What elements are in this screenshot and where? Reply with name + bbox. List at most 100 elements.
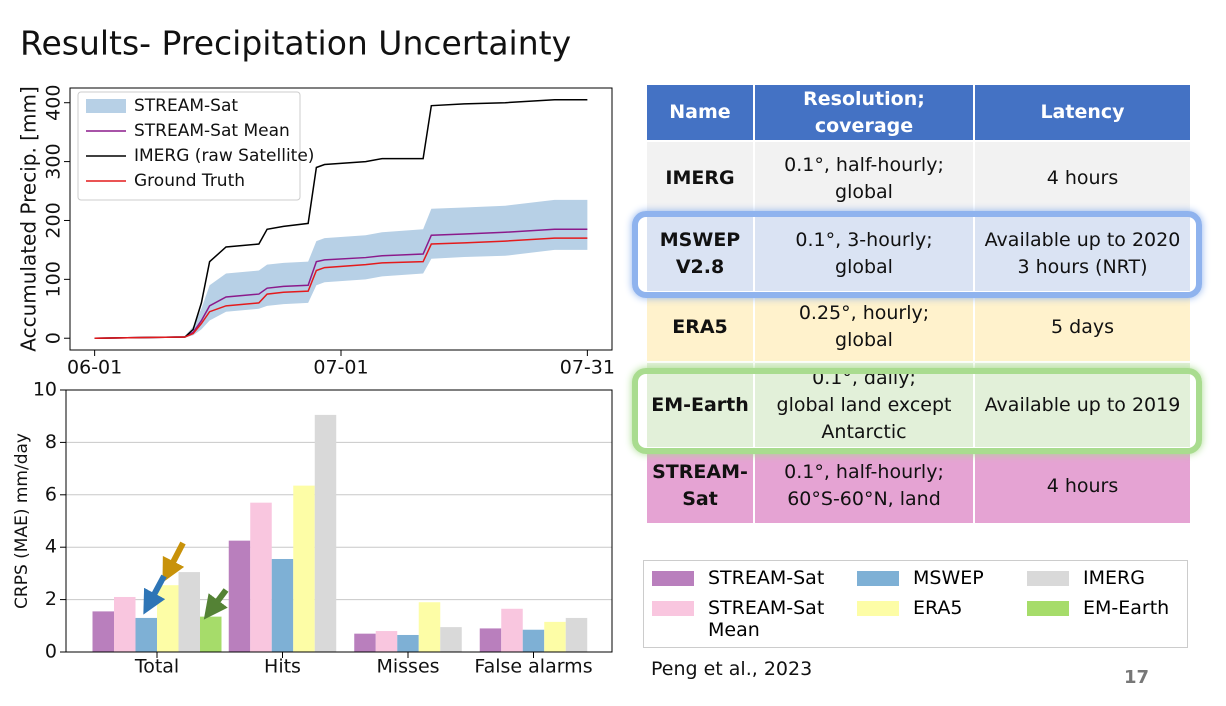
table-cell: 0.25°, hourly; global	[753, 291, 975, 363]
y-tick-label: 0	[45, 641, 57, 663]
legend-swatch	[1027, 601, 1069, 616]
bar	[522, 629, 545, 652]
table-row: IMERG 0.1°, half-hourly; global 4 hours	[645, 140, 1192, 217]
table-cell: 0.1°, daily; global land except Antarcti…	[753, 361, 975, 449]
y-tick-label: 300	[43, 143, 65, 179]
table-cell: Available up to 2020 3 hours (NRT)	[973, 215, 1192, 293]
table-cell: 4 hours	[973, 447, 1192, 525]
arrow-green	[203, 588, 229, 620]
table-body: IMERG 0.1°, half-hourly; global 4 hours MSW…	[645, 140, 1192, 525]
series-line	[94, 228, 588, 339]
header-cell: Resolution; coverage	[753, 83, 975, 142]
bar	[228, 540, 251, 652]
series-line	[94, 99, 588, 339]
bar	[397, 634, 419, 652]
legend-item: MSWEP	[857, 567, 1027, 597]
bar	[271, 558, 294, 652]
legend-box	[77, 91, 301, 201]
bar	[375, 631, 398, 652]
y-tick-label: 200	[43, 202, 65, 238]
table-cell: 5 days	[973, 291, 1192, 363]
dataset-table: Name Resolution; coverage Latency IMERG 0.1…	[645, 83, 1192, 525]
y-tick-label: 4	[45, 536, 57, 558]
table-cell: Available up to 2019	[973, 361, 1192, 449]
bar	[293, 485, 315, 652]
table-cell: EM-Earth	[645, 361, 755, 449]
legend-label: IMERG	[1083, 567, 1145, 589]
arrow-orange	[162, 541, 186, 583]
y-tick-label: 0	[43, 332, 65, 344]
bar	[178, 572, 200, 652]
y-tick-label: 2	[45, 588, 57, 610]
bar	[565, 617, 588, 652]
bar-legend: STREAM-Sat STREAM-Sat Mean MSWEP ERA5 IMERG E…	[643, 560, 1188, 648]
legend-swatch	[652, 571, 694, 586]
legend-label: STREAM-Sat	[708, 567, 825, 589]
page-number: 17	[1124, 667, 1150, 688]
y-tick-label: 100	[43, 261, 65, 297]
arrow-blue	[143, 574, 167, 615]
legend-item: STREAM-Sat	[652, 567, 857, 597]
legend-label: STREAM-Sat Mean	[134, 121, 290, 141]
table-cell: 4 hours	[973, 140, 1192, 217]
table-row: MSWEP V2.8 0.1°, 3-hourly; global Availabl…	[645, 215, 1192, 293]
y-tick-label: 8	[45, 431, 57, 453]
legend-label: Ground Truth	[134, 171, 245, 191]
legend-label: STREAM-Sat Mean	[708, 597, 825, 641]
bar	[501, 608, 523, 652]
citation: Peng et al., 2023	[651, 658, 813, 680]
bar	[92, 611, 114, 652]
bar	[440, 627, 462, 652]
table-cell: 0.1°, half-hourly; 60°S-60°N, land	[753, 447, 975, 525]
legend-item: IMERG	[1027, 567, 1187, 597]
bar	[479, 628, 502, 652]
legend-label: MSWEP	[913, 567, 984, 589]
header-cell: Name	[645, 83, 755, 142]
table-row: EM-Earth 0.1°, daily; global land except …	[645, 361, 1192, 449]
table-cell: STREAM- Sat	[645, 447, 755, 525]
bar	[114, 596, 136, 652]
bottom-chart: 0 2 4 6 8 10 Total Hits Misses False alarms CRPS (…	[12, 379, 613, 678]
y-axis-label: CRPS (MAE) mm/day	[12, 433, 32, 609]
bar	[314, 414, 337, 652]
legend-label: STREAM-Sat	[134, 96, 238, 116]
bar	[200, 616, 222, 652]
legend-swatch	[1027, 571, 1069, 586]
table-cell: 0.1°, half-hourly; global	[753, 140, 975, 217]
table-row: STREAM- Sat 0.1°, half-hourly; 60°S-60°N,…	[645, 447, 1192, 525]
y-tick-label: 6	[45, 483, 57, 505]
x-tick-label: Hits	[264, 656, 301, 678]
legend-swatch	[86, 99, 126, 113]
legend-item: STREAM-Sat Mean	[652, 597, 857, 649]
table-cell: MSWEP V2.8	[645, 215, 755, 293]
x-tick-label: False alarms	[474, 656, 592, 678]
bar	[135, 617, 157, 652]
bar	[157, 585, 179, 652]
bar	[250, 502, 272, 652]
legend-swatch	[857, 601, 899, 616]
table-row: ERA5 0.25°, hourly; global 5 days	[645, 291, 1192, 363]
legend-label: ERA5	[913, 597, 963, 619]
table-header: Name Resolution; coverage Latency	[645, 83, 1192, 142]
bar	[418, 602, 441, 652]
x-tick-label: Total	[134, 656, 179, 678]
bar	[544, 621, 566, 652]
x-tick-label: Misses	[376, 656, 439, 678]
plot-frame	[65, 389, 613, 653]
x-tick-label: 07-01	[313, 357, 368, 379]
y-axis-label: Accumulated Precip. [mm]	[17, 86, 41, 352]
uncertainty-band	[94, 199, 588, 339]
top-chart: 0 100 200 300 400 06-01 07-01 07-31 STREAM-Sat ST…	[17, 85, 615, 379]
slide-title: Results- Precipitation Uncertainty	[20, 24, 571, 63]
y-tick-label: 10	[33, 379, 57, 401]
table-cell: ERA5	[645, 291, 755, 363]
legend-swatch	[652, 601, 694, 616]
legend-label: EM-Earth	[1083, 597, 1170, 619]
legend-item: EM-Earth	[1027, 597, 1187, 649]
table-cell: 0.1°, 3-hourly; global	[753, 215, 975, 293]
legend-swatch	[857, 571, 899, 586]
x-tick-label: 06-01	[67, 357, 122, 379]
legend-item: ERA5	[857, 597, 1027, 649]
